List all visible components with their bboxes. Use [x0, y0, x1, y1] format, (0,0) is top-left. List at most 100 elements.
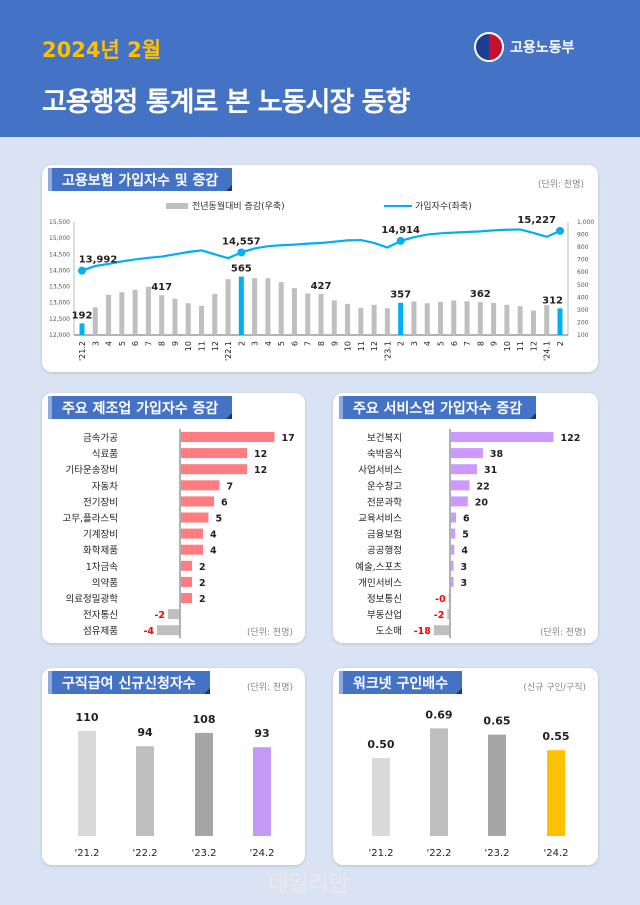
bar-yoy-change [464, 301, 470, 335]
bar-change [181, 496, 214, 507]
left-axis-tick: 15,000 [49, 235, 70, 242]
right-axis-tick: 1,000 [577, 219, 594, 226]
bar-yoy-change [265, 278, 271, 335]
bar-data-label: 192 [72, 310, 93, 321]
x-tick-label: 10 [184, 341, 193, 351]
bar-value [488, 734, 506, 836]
x-tick-label: 3 [251, 341, 260, 346]
left-axis-tick: 14,500 [49, 251, 70, 258]
x-tick-label: '24.2 [543, 848, 568, 859]
line-data-label: 15,227 [517, 215, 556, 226]
category-label: 개인서비스 [358, 578, 402, 589]
x-tick-label: 6 [450, 341, 459, 346]
bar-yoy-change [278, 282, 284, 335]
bar-change [181, 560, 192, 571]
bar-change [181, 512, 209, 523]
bar-yoy-change [92, 307, 98, 335]
panel-title: 구직급여 신규신청자수 [48, 671, 210, 694]
line-marker [78, 266, 86, 275]
line-marker [237, 248, 246, 257]
bar-data-label: 3 [461, 578, 468, 589]
bar-value [78, 730, 96, 836]
category-label: 식료품 [92, 449, 118, 460]
bar-yoy-change [172, 298, 178, 335]
bar-data-label: 110 [76, 711, 99, 724]
bar-data-label: 17 [282, 433, 295, 444]
category-label: 섬유제품 [83, 626, 118, 637]
bar-yoy-change [491, 302, 497, 335]
bar-data-label: 122 [560, 433, 580, 444]
bar-value [372, 758, 390, 836]
panel-title: 주요 제조업 가입자수 증감 [48, 396, 233, 419]
x-tick-label: 2 [397, 341, 406, 346]
bar-change [181, 528, 203, 539]
right-axis-tick: 800 [577, 244, 589, 251]
bar-data-label: 6 [221, 497, 228, 508]
x-tick-label: 7 [463, 341, 472, 346]
bar-value [253, 747, 271, 836]
bar-yoy-change [291, 288, 297, 335]
bar-change [181, 544, 203, 555]
bar-yoy-change [424, 303, 430, 335]
bar-change [181, 576, 192, 587]
x-tick-label: 11 [198, 341, 207, 351]
bar-value [136, 746, 154, 836]
bar-data-label: 417 [151, 282, 172, 293]
bar-data-label: 362 [470, 289, 491, 300]
line-data-label: 14,557 [222, 236, 261, 247]
bar-yoy-change [79, 323, 85, 335]
bar-data-label: 0.65 [483, 715, 510, 728]
bar-yoy-change [145, 286, 151, 335]
right-axis-tick: 700 [577, 257, 589, 264]
bar-change [451, 496, 468, 507]
header-banner: 2024년 2월 고용행정 통계로 본 노동시장 동향 고용노동부 [0, 0, 640, 137]
bar-change [451, 512, 457, 523]
page-title: 고용행정 통계로 본 노동시장 동향 [42, 87, 410, 118]
line-insured-workers [81, 228, 561, 272]
legend-bar-swatch [166, 203, 188, 209]
bar-yoy-change [557, 308, 563, 335]
x-tick-label: 3 [91, 341, 100, 346]
bar-data-label: 0.55 [542, 730, 569, 743]
x-tick-label: 5 [277, 341, 286, 346]
x-tick-label: '24.1 [543, 341, 552, 361]
right-axis-tick: 900 [577, 232, 589, 239]
bar-data-label: -2 [434, 610, 445, 621]
x-tick-label: 3 [410, 341, 419, 346]
category-label: 교육서비스 [358, 514, 402, 525]
bar-change [181, 448, 247, 459]
x-tick-label: 5 [437, 341, 446, 346]
bar-data-label: -0 [435, 594, 446, 605]
bar-change [451, 528, 456, 539]
bar-change [181, 593, 192, 603]
x-tick-label: 9 [490, 341, 499, 346]
x-tick-label: 4 [423, 341, 432, 346]
bar-yoy-change [451, 300, 457, 335]
right-axis-tick: 600 [577, 269, 589, 276]
category-label: 1차금속 [86, 561, 119, 573]
x-tick-label: 2 [556, 341, 565, 346]
bar-yoy-change [398, 302, 404, 335]
bar-data-label: 3 [461, 562, 468, 573]
x-tick-label: '21.2 [74, 848, 99, 859]
bar-data-label: 38 [490, 449, 504, 460]
left-axis-tick: 13,000 [49, 300, 70, 307]
panel-insured-workers: 고용보험 가입자수 및 증감 (단위: 천명) [42, 165, 598, 372]
category-label: 전문과학 [367, 497, 402, 508]
legend-line-label: 가입자수(좌축) [415, 200, 472, 212]
bar-value [195, 732, 213, 836]
x-tick-label: 8 [317, 341, 326, 346]
bar-data-label: 93 [254, 727, 269, 740]
bar-yoy-change [544, 305, 550, 335]
right-axis-tick: 200 [577, 319, 589, 326]
bar-data-label: 4 [210, 530, 217, 541]
bar-yoy-change [411, 301, 417, 335]
bar-yoy-change [358, 307, 364, 335]
x-tick-label: '22.2 [132, 848, 157, 859]
panel-title: 고용보험 가입자수 및 증감 [48, 168, 233, 191]
bar-data-label: 22 [476, 481, 489, 492]
x-tick-label: '24.2 [249, 848, 274, 859]
x-tick-label: '22.1 [224, 341, 233, 361]
bar-yoy-change [530, 310, 536, 335]
bar-value [430, 728, 448, 836]
